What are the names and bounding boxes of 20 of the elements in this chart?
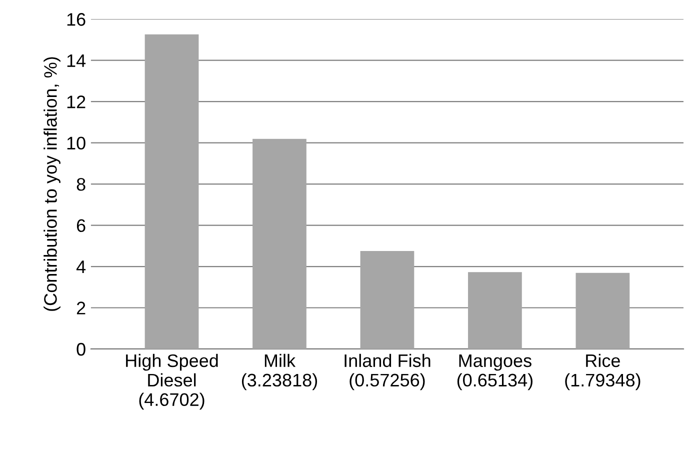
y-tick-label: 10 (67, 136, 86, 150)
x-tick-label: Inland Fish (0.57256) (344, 354, 430, 390)
x-tick-label: High Speed Diesel (4.6702) (126, 354, 218, 410)
bar (576, 272, 630, 349)
bar (360, 251, 414, 349)
y-tick-label: 16 (67, 13, 86, 26)
y-tick-label: 6 (76, 219, 86, 232)
y-tick-label: 8 (76, 178, 86, 191)
y-tick-label: 14 (67, 54, 86, 67)
x-tick-label: Rice (1.79348) (565, 354, 640, 390)
x-tick-label: Mangoes (0.65134) (457, 354, 532, 390)
bar (252, 138, 306, 349)
y-tick-label: 0 (76, 342, 86, 356)
bar (468, 272, 522, 349)
y-tick-label: 4 (76, 260, 86, 274)
y-tick-label: 2 (76, 302, 86, 314)
bar (144, 34, 199, 349)
y-axis-title: (Contribution to yoy inflation, %) (44, 57, 60, 311)
y-tick-label: 12 (67, 96, 86, 108)
x-tick-label: Milk (3.23818) (242, 354, 318, 390)
